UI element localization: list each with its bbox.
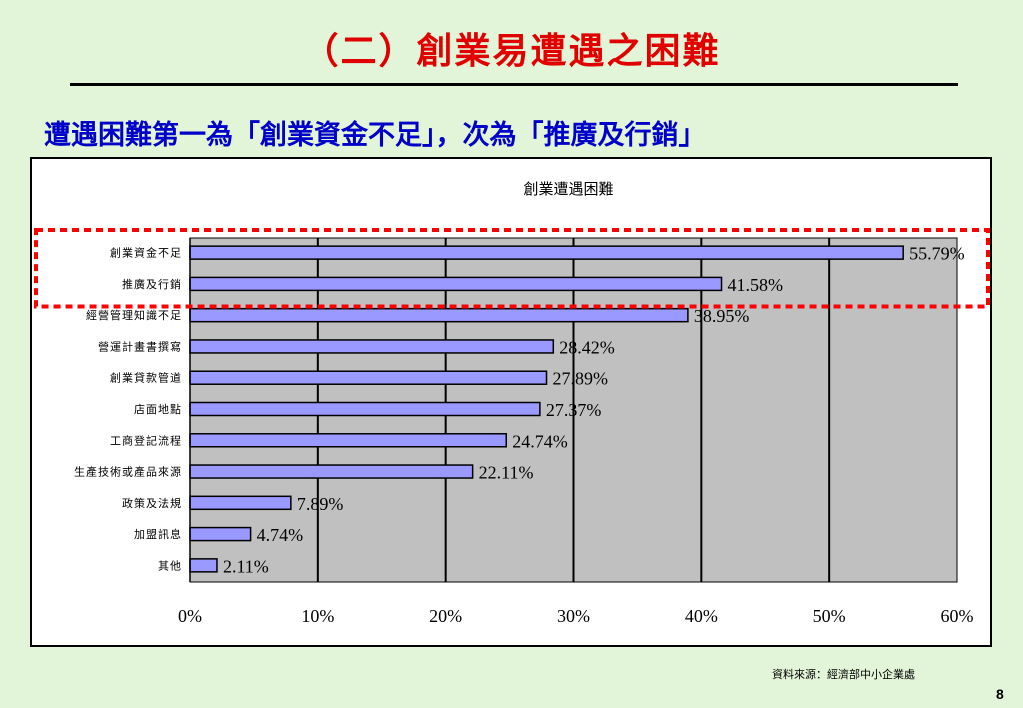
data-label: 4.74%	[257, 525, 304, 545]
category-label: 經營管理知識不足	[86, 308, 182, 322]
category-label: 加盟訊息	[134, 527, 182, 541]
category-label: 創業資金不足	[110, 246, 182, 260]
bar	[189, 558, 218, 573]
x-tick-label: 20%	[429, 606, 462, 626]
category-label: 工商登記流程	[110, 433, 182, 447]
category-label: 創業貸款管道	[110, 371, 182, 385]
x-tick-label: 60%	[941, 606, 974, 626]
bar	[189, 339, 555, 354]
source-note: 資料來源：經濟部中小企業處	[772, 668, 915, 681]
chart-title: 創業遭遇困難	[523, 180, 613, 198]
slide-subtitle: 遭遇困難第一為「創業資金不足」，次為「推廣及行銷」	[44, 120, 706, 151]
category-label: 政策及法規	[122, 496, 182, 510]
chart-frame: 創業遭遇困難 0% 10% 20% 30% 40% 50% 60% 創業資金不足 55.79% 推廣…	[30, 157, 992, 647]
slide-title: （二）創業易遭遇之困難	[302, 30, 721, 72]
bar	[189, 464, 474, 479]
data-label: 28.42%	[559, 337, 615, 357]
data-label: 22.11%	[479, 463, 534, 483]
x-tick-label: 10%	[301, 606, 334, 626]
bar	[189, 370, 548, 385]
bar	[189, 433, 508, 448]
x-tick-label: 50%	[813, 606, 846, 626]
data-label: 41.58%	[728, 275, 784, 295]
x-tick-label: 40%	[685, 606, 718, 626]
page-number: 8	[996, 686, 1004, 702]
highlight-box	[34, 228, 990, 309]
category-label: 營運計畫書撰寫	[98, 339, 182, 353]
x-tick-label: 0%	[178, 606, 202, 626]
bar	[189, 276, 723, 292]
bar	[189, 526, 252, 542]
x-tick-label: 30%	[557, 606, 590, 626]
data-label: 7.89%	[297, 494, 344, 514]
category-label: 店面地點	[134, 402, 182, 416]
bar	[189, 245, 904, 260]
data-label: 38.95%	[694, 306, 750, 326]
title-underline	[70, 83, 958, 86]
bar-chart: 創業遭遇困難 0% 10% 20% 30% 40% 50% 60% 創業資金不足 55.79% 推廣…	[34, 180, 990, 626]
category-label: 其他	[158, 559, 182, 572]
data-label: 24.74%	[512, 431, 568, 451]
data-label: 55.79%	[909, 244, 965, 264]
data-label: 27.37%	[546, 400, 602, 420]
data-label: 2.11%	[223, 556, 269, 576]
category-label: 推廣及行銷	[122, 277, 182, 291]
bar	[189, 307, 689, 323]
data-label: 27.89%	[553, 369, 609, 389]
category-label: 生產技術或產品來源	[74, 465, 182, 479]
bar	[189, 401, 541, 417]
bar	[189, 495, 292, 511]
